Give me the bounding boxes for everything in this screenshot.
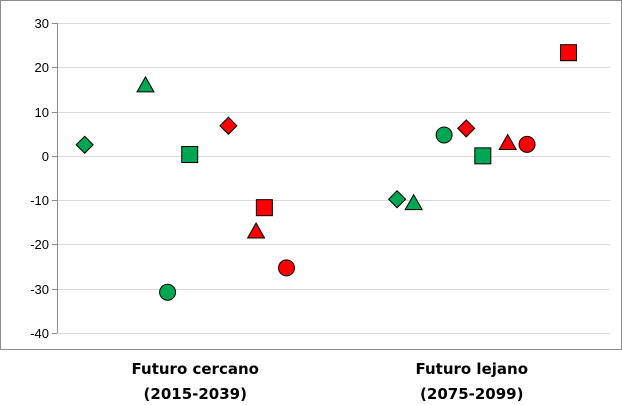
category-period: (2015-2039) <box>144 385 247 403</box>
green-circle-point <box>160 284 176 300</box>
x-axis-labels: Futuro cercano (2015-2039) Futuro lejano (2… <box>132 360 528 403</box>
y-tick-label: -30 <box>30 282 49 297</box>
y-tick-label: 0 <box>42 149 49 164</box>
category-label: Futuro cercano <box>132 360 259 378</box>
green-square-point <box>182 147 198 163</box>
red-square-point <box>561 45 577 61</box>
y-tick-label: 20 <box>35 60 49 75</box>
category-label: Futuro lejano <box>415 360 528 378</box>
category-period: (2075-2099) <box>420 385 523 403</box>
chart-frame <box>1 1 622 350</box>
red-circle-point <box>278 260 294 276</box>
red-circle-point <box>519 136 535 152</box>
red-square-point <box>256 200 272 216</box>
y-tick-label: -10 <box>30 193 49 208</box>
y-tick-label: 30 <box>35 16 49 31</box>
y-tick-label: -20 <box>30 237 49 252</box>
y-tick-label: -40 <box>30 326 49 341</box>
y-tick-label: 10 <box>35 105 49 120</box>
green-square-point <box>475 148 491 164</box>
green-circle-point <box>436 127 452 143</box>
